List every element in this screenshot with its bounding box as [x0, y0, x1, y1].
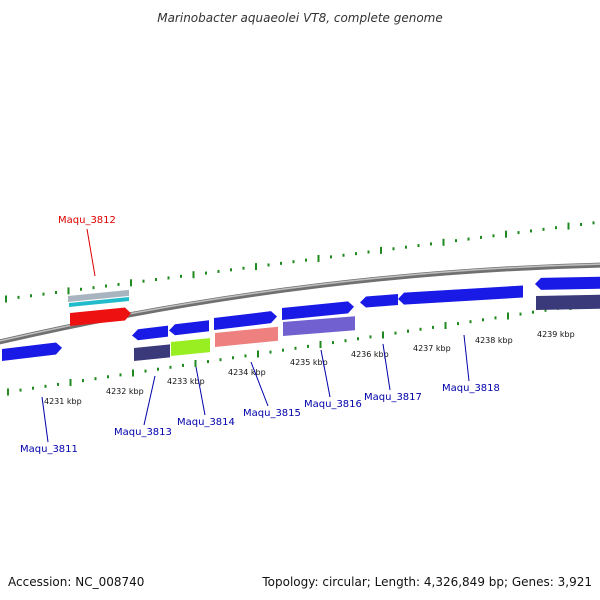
scale-label: 4237 kbp	[413, 344, 451, 353]
gene-maqu-3811[interactable]	[2, 342, 62, 361]
scale-label: 4235 kbp	[290, 358, 328, 367]
scale-label: 4236 kbp	[351, 350, 389, 359]
gene-label-maqu-3814[interactable]: Maqu_3814	[177, 417, 235, 428]
gene-maqu-3816-feature[interactable]	[283, 316, 355, 336]
scale-labels: 4231 kbp 4232 kbp 4233 kbp 4234 kbp 4235 kbp…	[44, 330, 575, 406]
gene-labels: Maqu_3811 Maqu_3812 Maqu_3813 Maqu_3814 Maqu…	[20, 215, 500, 455]
gene-track	[2, 276, 600, 361]
genome-title: Marinobacter aquaeolei VT8, complete gen…	[157, 11, 443, 25]
gene-maqu-3817[interactable]	[360, 293, 398, 308]
gene-maqu-3812-feature-b[interactable]	[69, 297, 129, 307]
scale-label: 4232 kbp	[106, 387, 144, 396]
gene-label-maqu-3818[interactable]: Maqu_3818	[442, 383, 500, 394]
gene-maqu-3813-feature[interactable]	[134, 344, 170, 361]
gene-maqu-3819-feature[interactable]	[536, 294, 600, 310]
leader-line-maqu-3812	[86, 228, 96, 277]
gene-label-maqu-3816[interactable]: Maqu_3816	[304, 399, 362, 410]
leader-line-maqu-3811	[41, 396, 49, 443]
gene-maqu-3814-top[interactable]	[169, 320, 209, 336]
leader-line-maqu-3813	[143, 375, 156, 426]
gene-maqu-3812[interactable]	[70, 307, 131, 327]
scale-label: 4233 kbp	[167, 377, 205, 386]
scale-label: 4234 kbp	[228, 368, 266, 377]
genome-summary-text: Topology: circular; Length: 4,326,849 bp…	[261, 575, 592, 589]
gene-label-maqu-3817[interactable]: Maqu_3817	[364, 392, 422, 403]
gene-maqu-3819[interactable]	[535, 276, 600, 290]
gene-label-maqu-3811[interactable]: Maqu_3811	[20, 444, 78, 455]
leader-line-maqu-3814	[195, 366, 206, 416]
leader-line-maqu-3818	[463, 334, 470, 382]
gene-label-maqu-3813[interactable]: Maqu_3813	[114, 427, 172, 438]
upper-scale-ticks	[5, 221, 595, 303]
gene-maqu-3816-top[interactable]	[282, 301, 354, 320]
gene-maqu-3812-feature-a[interactable]	[68, 289, 129, 302]
gene-label-maqu-3815[interactable]: Maqu_3815	[243, 408, 301, 419]
gene-maqu-3814-feature[interactable]	[171, 338, 210, 356]
accession-text: Accession: NC_008740	[8, 575, 144, 589]
scale-label: 4238 kbp	[475, 336, 513, 345]
leader-line-maqu-3815	[250, 361, 269, 407]
leader-line-maqu-3817	[382, 343, 391, 391]
scale-label: 4239 kbp	[537, 330, 575, 339]
leader-line-maqu-3816	[320, 349, 331, 398]
scale-label: 4231 kbp	[44, 397, 82, 406]
gene-maqu-3815-top[interactable]	[214, 311, 277, 330]
gene-maqu-3813-top[interactable]	[132, 325, 168, 341]
gene-maqu-3818[interactable]	[398, 285, 523, 305]
gene-maqu-3815-feature[interactable]	[215, 326, 278, 347]
gene-label-maqu-3812[interactable]: Maqu_3812	[58, 215, 116, 226]
